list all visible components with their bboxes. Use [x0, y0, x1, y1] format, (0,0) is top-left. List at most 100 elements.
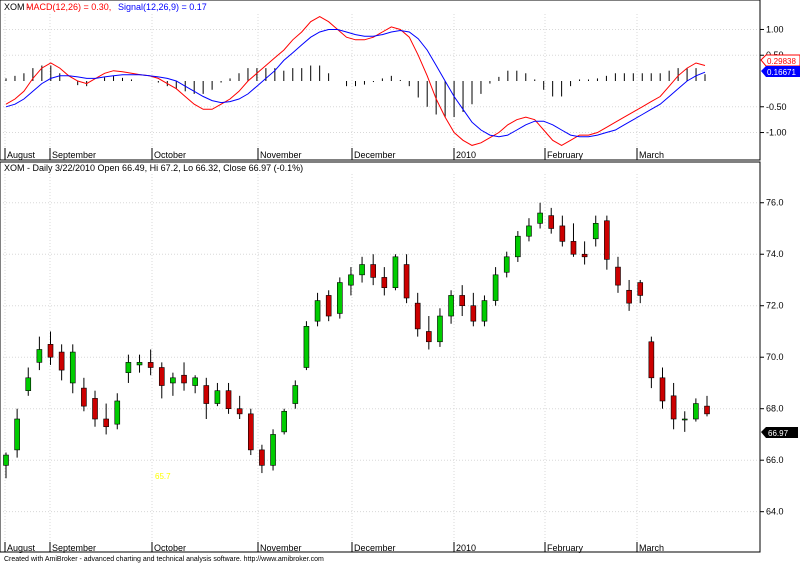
macd-grid — [3, 14, 757, 148]
price-candle-body — [3, 454, 9, 466]
price-y-tick-label: 66.0 — [766, 455, 784, 465]
macd-y-tick-label: -0.50 — [766, 102, 787, 112]
price-candle-body — [292, 385, 299, 404]
price-candle-body — [81, 387, 87, 407]
macd-line — [5, 16, 706, 146]
price-candle — [203, 377, 210, 419]
price-candle — [670, 382, 677, 430]
price-candle — [537, 202, 543, 229]
price-candle-body — [381, 277, 388, 289]
price-candle-body — [236, 408, 243, 415]
price-candle-body — [392, 256, 399, 289]
signal-value-badge-text: 0.16671 — [767, 68, 796, 77]
price-month-label: August — [7, 543, 36, 553]
price-candle-body — [225, 390, 232, 410]
price-y-tick-label: 70.0 — [766, 352, 784, 362]
price-candle-body — [259, 449, 265, 466]
price-candle — [47, 331, 54, 365]
price-candle-body — [526, 225, 532, 237]
price-month-label: November — [260, 543, 302, 553]
price-candle-body — [503, 256, 510, 273]
price-month-label: December — [354, 543, 396, 553]
price-y-tick-label: 72.0 — [766, 301, 784, 311]
price-candle-body — [581, 253, 588, 258]
signal-line — [5, 29, 706, 138]
price-candle — [25, 367, 32, 396]
price-candle — [136, 354, 143, 373]
price-candle-body — [214, 390, 221, 404]
macd-header-signal: Signal(12,26,9) = 0.17 — [118, 2, 207, 12]
price-y-axis: 76.0 74.0 72.0 70.0 68.0 66.0 64.0 — [760, 198, 784, 517]
price-candle-body — [25, 377, 32, 391]
price-candle — [181, 362, 187, 391]
price-candle-body — [203, 385, 210, 404]
price-candle-body — [426, 331, 432, 343]
price-candle-body — [648, 341, 655, 379]
price-candle — [437, 308, 443, 347]
price-candle-body — [36, 349, 43, 363]
macd-value-badge-text: 0.29838 — [767, 57, 796, 66]
price-candle-body — [181, 374, 187, 384]
price-candle-body — [414, 302, 421, 330]
footer-credit: Created with AmiBroker - advanced charti… — [4, 556, 324, 563]
price-candle — [158, 362, 165, 399]
price-candle — [259, 444, 265, 474]
price-candle-body — [69, 351, 76, 384]
price-candle — [325, 290, 332, 322]
price-candle-body — [637, 282, 644, 296]
price-candle — [492, 267, 499, 306]
price-candle — [147, 349, 154, 376]
signal-value-badge: 0.16671 — [761, 66, 800, 77]
price-month-label: September — [52, 543, 96, 553]
price-candle — [270, 429, 276, 471]
price-candle — [381, 267, 388, 296]
price-candle — [359, 256, 365, 283]
price-month-label: 2010 — [456, 543, 476, 553]
macd-y-tick-label: -1.00 — [766, 128, 787, 138]
price-candle-body — [570, 241, 577, 255]
price-candle — [559, 215, 566, 247]
price-candle-body — [659, 377, 666, 402]
price-candle — [581, 241, 588, 265]
price-candle-body — [348, 274, 354, 286]
price-candle — [470, 292, 477, 327]
price-candle — [292, 380, 299, 409]
macd-month-label: November — [260, 150, 302, 160]
price-candle-body — [303, 326, 310, 368]
price-candle-body — [626, 289, 632, 304]
price-candle — [392, 254, 399, 291]
price-month-label: October — [154, 543, 186, 553]
price-candle — [125, 354, 132, 383]
price-candle — [659, 367, 666, 409]
macd-month-label: February — [547, 150, 584, 160]
price-candle-body — [92, 398, 98, 420]
price-candle-body — [548, 215, 555, 229]
price-candle-body — [58, 351, 65, 371]
price-candle-body — [103, 418, 109, 428]
price-candle — [170, 372, 176, 396]
price-candle-body — [681, 418, 688, 421]
price-candle — [225, 382, 232, 414]
price-candle — [247, 408, 254, 456]
price-candle-body — [592, 223, 599, 240]
macd-y-tick-label: 1.00 — [766, 24, 784, 34]
macd-header-symbol: XOM - — [4, 2, 30, 12]
price-candle — [114, 393, 121, 430]
price-header: XOM - Daily 3/22/2010 Open 66.49, Hi 67.… — [4, 163, 303, 173]
price-candle — [681, 411, 688, 432]
price-candle-body — [337, 282, 343, 314]
price-candle — [92, 390, 98, 427]
price-candle-body — [114, 400, 121, 425]
price-candle-body — [14, 418, 20, 451]
price-candle — [403, 254, 410, 304]
price-candle-body — [170, 377, 176, 384]
price-y-tick-label: 64.0 — [766, 507, 784, 517]
price-candle — [337, 277, 343, 319]
price-candle — [281, 408, 287, 435]
price-candle — [426, 316, 432, 350]
price-value-badge: 66.97 — [761, 427, 798, 438]
price-candle — [459, 285, 466, 317]
price-candle — [192, 375, 198, 394]
macd-month-label: March — [639, 150, 664, 160]
